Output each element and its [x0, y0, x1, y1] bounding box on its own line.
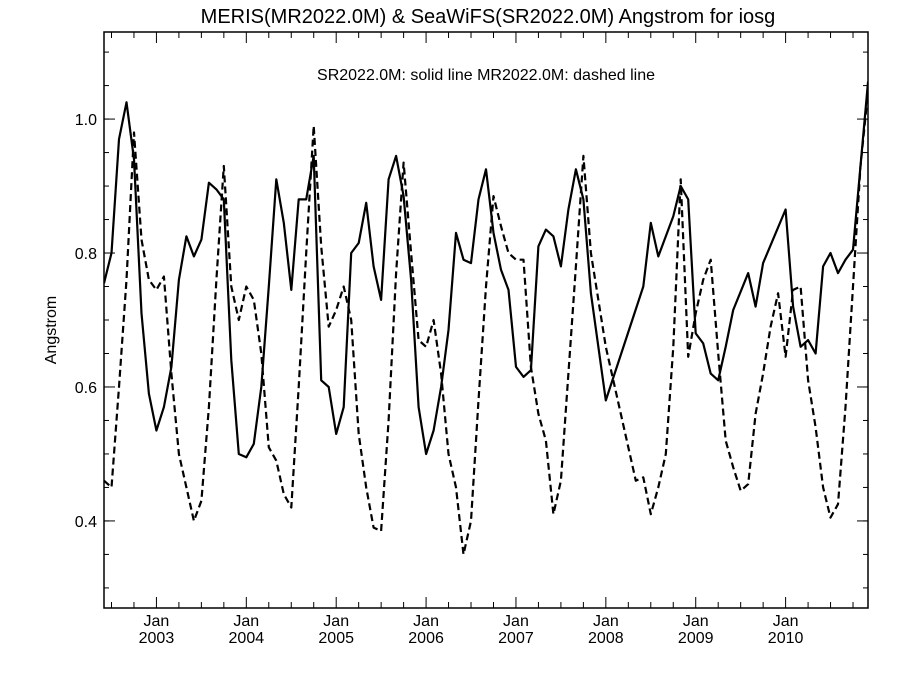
x-tick-label-month: Jan: [413, 613, 439, 630]
x-tick-label-month: Jan: [683, 613, 709, 630]
series-line-mr2022-0m: [104, 91, 868, 556]
tick-labels: 0.40.60.81.0Jan2003Jan2004Jan2005Jan2006…: [75, 112, 804, 647]
y-tick-label: 0.8: [75, 246, 97, 263]
y-tick-label: 0.4: [75, 514, 97, 531]
x-tick-label-year: 2004: [229, 630, 265, 647]
x-tick-label-year: 2008: [588, 630, 624, 647]
x-tick-label-month: Jan: [144, 613, 170, 630]
x-tick-label-month: Jan: [593, 613, 619, 630]
plot-area-frame: [103, 31, 869, 609]
y-tick-label: 1.0: [75, 112, 97, 129]
x-tick-label-year: 2007: [498, 630, 534, 647]
x-tick-label-month: Jan: [323, 613, 349, 630]
x-tick-label-month: Jan: [503, 613, 529, 630]
legend-note: SR2022.0M: solid line MR2022.0M: dashed …: [317, 67, 655, 84]
x-tick-label-month: Jan: [233, 613, 259, 630]
x-tick-label-year: 2006: [408, 630, 444, 647]
chart-title: MERIS(MR2022.0M) & SeaWiFS(SR2022.0M) An…: [201, 6, 776, 28]
x-tick-label-year: 2009: [678, 630, 714, 647]
x-tick-label-month: Jan: [773, 613, 799, 630]
data-series: [104, 81, 868, 556]
series-line-sr2022-0m: [104, 81, 868, 459]
axis-ticks: [104, 32, 868, 608]
x-tick-label-year: 2003: [139, 630, 175, 647]
y-tick-label: 0.6: [75, 380, 97, 397]
x-tick-label-year: 2005: [318, 630, 354, 647]
y-axis-label: Angstrom: [43, 296, 60, 364]
x-tick-label-year: 2010: [768, 630, 804, 647]
